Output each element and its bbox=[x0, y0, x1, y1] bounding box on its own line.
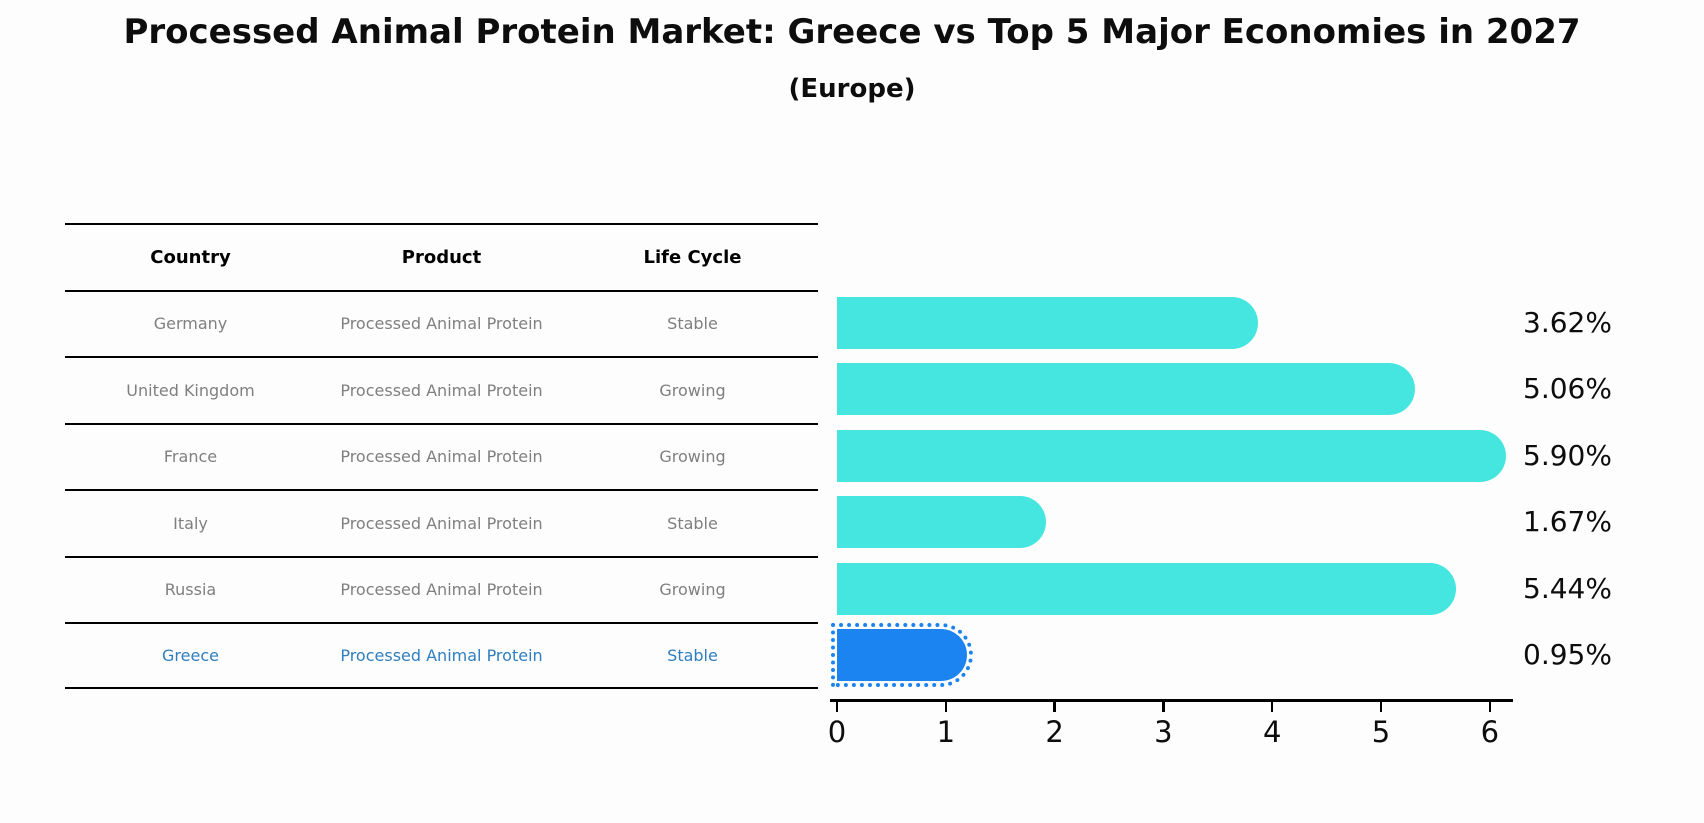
cell-country: Italy bbox=[173, 513, 208, 533]
x-axis-tick-label: 0 bbox=[827, 715, 847, 749]
table-row: Russia Processed Animal Protein Growing bbox=[65, 555, 818, 623]
page-subtitle: (Europe) bbox=[788, 74, 916, 104]
cell-product: Processed Animal Protein bbox=[340, 580, 543, 600]
cell-country: Greece bbox=[162, 645, 219, 665]
x-axis-tick bbox=[1488, 701, 1492, 712]
x-axis-tick-label: 3 bbox=[1154, 715, 1173, 749]
cell-country: United Kingdom bbox=[126, 380, 255, 400]
bar-russia bbox=[837, 562, 1456, 615]
table-row: United Kingdom Processed Animal Protein Gr… bbox=[65, 356, 818, 423]
table-row: France Processed Animal Protein Growing bbox=[65, 422, 818, 490]
bar-france bbox=[837, 429, 1506, 482]
cell-country: Germany bbox=[153, 314, 228, 334]
x-axis-tick bbox=[1162, 701, 1165, 712]
cell-product: Processed Animal Protein bbox=[340, 645, 543, 665]
x-axis-tick-label: 6 bbox=[1480, 715, 1500, 749]
column-header-country: Country bbox=[150, 246, 231, 268]
x-axis-tick bbox=[1270, 701, 1274, 712]
x-axis-tick bbox=[1053, 701, 1056, 712]
x-axis-tick bbox=[1379, 701, 1383, 712]
cell-product: Processed Animal Protein bbox=[340, 380, 543, 400]
x-axis-tick-label: 1 bbox=[936, 715, 956, 749]
cell-life-cycle: Growing bbox=[659, 447, 726, 467]
value-label: 5.06% bbox=[1523, 372, 1612, 406]
value-label: 1.67% bbox=[1523, 505, 1612, 539]
cell-product: Processed Animal Protein bbox=[340, 447, 543, 467]
page-title: Processed Animal Protein Market: Greece … bbox=[123, 12, 1581, 52]
x-axis-line bbox=[830, 699, 1513, 702]
bar-united-kingdom bbox=[837, 363, 1415, 416]
x-axis-tick-label: 4 bbox=[1262, 715, 1282, 749]
bar-italy bbox=[837, 496, 1046, 549]
cell-life-cycle: Stable bbox=[667, 513, 718, 533]
cell-life-cycle: Growing bbox=[659, 580, 726, 600]
cell-life-cycle: Stable bbox=[667, 645, 718, 665]
cell-country: France bbox=[163, 447, 218, 467]
cell-life-cycle: Stable bbox=[667, 314, 718, 334]
column-header-life-cycle: Life Cycle bbox=[643, 246, 742, 268]
cell-product: Processed Animal Protein bbox=[340, 314, 543, 334]
table-header-row: Country Product Life Cycle bbox=[65, 223, 818, 290]
bar-germany bbox=[837, 296, 1258, 349]
x-axis-tick bbox=[944, 701, 948, 712]
table-row: Germany Processed Animal Protein Stable bbox=[65, 289, 818, 357]
value-label: 3.62% bbox=[1523, 305, 1612, 339]
x-axis-tick bbox=[835, 701, 839, 712]
country-table: Country Product Life Cycle Germany Proces… bbox=[65, 223, 818, 689]
table-row: Italy Processed Animal Protein Stable bbox=[65, 489, 818, 556]
column-header-product: Product bbox=[401, 246, 482, 268]
x-axis-tick-label: 2 bbox=[1045, 715, 1064, 749]
cell-product: Processed Animal Protein bbox=[340, 513, 543, 533]
cell-life-cycle: Growing bbox=[659, 380, 726, 400]
x-axis-tick-label: 5 bbox=[1371, 715, 1391, 749]
bar-greece-highlight bbox=[830, 623, 974, 688]
value-label: 5.44% bbox=[1523, 571, 1612, 605]
cell-country: Russia bbox=[164, 580, 217, 600]
table-row: Greece Processed Animal Protein Stable bbox=[65, 622, 818, 689]
value-label: 5.90% bbox=[1523, 438, 1612, 472]
value-label: 0.95% bbox=[1523, 638, 1612, 672]
